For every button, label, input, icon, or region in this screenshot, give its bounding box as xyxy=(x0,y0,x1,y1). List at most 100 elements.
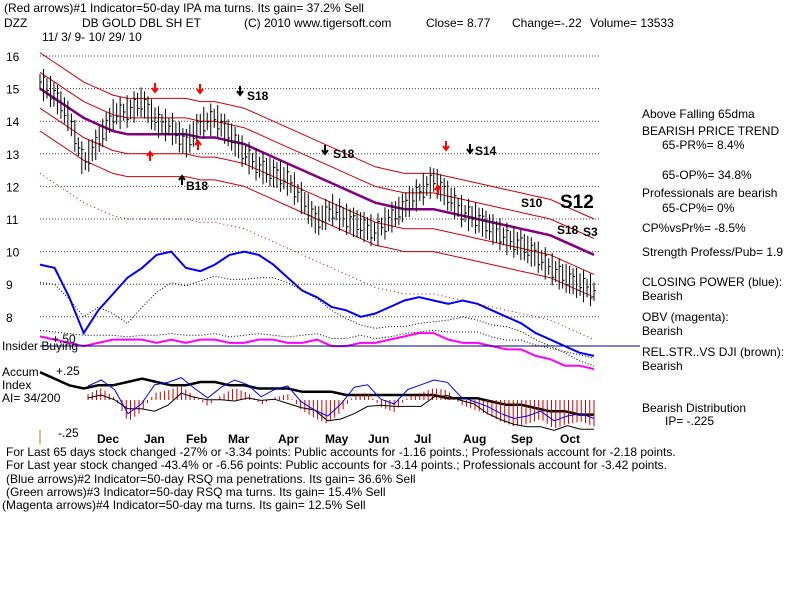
accum-line-blue xyxy=(87,377,595,422)
black-down-arrow-shape xyxy=(466,144,474,155)
ticker: DZZ xyxy=(4,16,28,30)
obv-ma xyxy=(39,329,595,359)
insider-buying-label: Insider Buying xyxy=(2,339,79,353)
relstr-line xyxy=(39,371,594,416)
obv-legend: OBV (magenta): xyxy=(642,310,729,324)
red-up-arrow-shape xyxy=(194,139,202,150)
above-ma-text: Above Falling 65dma xyxy=(642,107,755,121)
upper-band-outer xyxy=(39,52,595,220)
security-name: DB GOLD DBL SH ET xyxy=(82,16,201,30)
lower-band-inner xyxy=(39,107,595,275)
ip-text: IP= -.225 xyxy=(665,414,715,428)
distribution-text: Bearish Distribution xyxy=(642,401,747,415)
cp-text: 65-CP%= 0% xyxy=(662,201,735,215)
signal-s14: S14 xyxy=(475,144,497,158)
accum-line xyxy=(87,392,594,431)
y-tick-10: 10 xyxy=(6,246,20,260)
red-down-arrow xyxy=(196,84,204,95)
red-down-arrow-shape xyxy=(151,83,159,94)
signal-s183: S18 xyxy=(333,147,355,161)
x-tick-oct: Oct xyxy=(560,432,580,446)
relstr-legend: REL.STR..VS DJI (brown): xyxy=(642,345,785,359)
closing-power-ma xyxy=(39,275,595,367)
footer-line-1: For Last 65 days stock changed -27% or -… xyxy=(6,445,676,459)
black-down-arrow-shape xyxy=(321,145,329,156)
y-tick-13: 13 xyxy=(6,148,20,162)
footer-line-5: (Magenta arrows)#4 Indicator=50-day ma t… xyxy=(2,498,366,512)
footer-line-3: (Blue arrows)#2 Indicator=50-day RSQ ma … xyxy=(6,472,416,486)
y-tick-14: 14 xyxy=(6,115,20,129)
black-down-arrow xyxy=(321,145,329,156)
y-tick-12: 12 xyxy=(6,180,20,194)
black-up-arrow xyxy=(178,174,186,185)
closing-power-legend: CLOSING POWER (blue): xyxy=(642,275,783,289)
x-tick-feb: Feb xyxy=(186,432,207,446)
relstr-value: Bearish xyxy=(642,359,683,373)
black-down-arrow xyxy=(236,86,244,97)
obv-value: Bearish xyxy=(642,324,683,338)
accum-tick-minus-25: -.25 xyxy=(58,426,79,440)
accum-tick-50: +.50 xyxy=(52,332,76,346)
price-bands xyxy=(39,52,595,298)
signal-s12: S12 xyxy=(560,192,594,213)
copyright: (C) 2010 www.tigersoft.com xyxy=(244,16,392,30)
strength-text: Strength Profess/Pub= 1.9 xyxy=(642,245,784,259)
obv-line xyxy=(39,332,595,370)
professionals-text: Professionals are bearish xyxy=(642,186,778,200)
closing-power-value: Bearish xyxy=(642,289,683,303)
signal-s3: S3 xyxy=(583,225,598,239)
y-tick-11: 11 xyxy=(6,213,19,227)
x-tick-jul: Jul xyxy=(414,432,431,446)
x-tick-dec: Dec xyxy=(97,432,119,446)
signal-s10: S10 xyxy=(521,196,543,210)
indicator-1-title: (Red arrows)#1 Indicator=50-day IPA ma t… xyxy=(4,1,364,15)
y-tick-16: 16 xyxy=(6,50,20,64)
trend-text: BEARISH PRICE TREND xyxy=(642,124,780,138)
red-up-arrow-shape xyxy=(434,184,442,195)
x-tick-labels: Dec Jan Feb Mar Apr May Jun Jul Aug Sep Oct xyxy=(97,432,580,446)
pr-text: 65-PR%= 8.4% xyxy=(662,138,745,152)
ma65-line xyxy=(39,87,595,257)
lower-band-outer xyxy=(39,130,595,298)
signal-b18: B18 xyxy=(186,179,208,193)
x-tick-may: May xyxy=(325,432,349,446)
signal-s18-b: S18 xyxy=(557,223,579,237)
red-down-arrow-shape xyxy=(196,84,204,95)
accum-tick-25: +.25 xyxy=(56,364,80,378)
x-tick-apr: Apr xyxy=(278,432,299,446)
change-value: Change=-.22 xyxy=(512,16,582,30)
red-up-arrow xyxy=(194,139,202,150)
x-tick-jan: Jan xyxy=(144,432,165,446)
index-label: Index xyxy=(2,378,32,392)
red-down-arrow-shape xyxy=(442,141,450,152)
upper-band-inner xyxy=(39,71,595,240)
x-tick-jun: Jun xyxy=(368,432,389,446)
red-down-arrow xyxy=(151,83,159,94)
x-tick-sep: Sep xyxy=(511,432,533,446)
x-tick-aug: Aug xyxy=(463,432,486,446)
black-down-arrow xyxy=(466,144,474,155)
y-tick-labels: 16 15 14 13 12 11 10 9 8 xyxy=(6,50,20,325)
black-up-arrow-shape xyxy=(178,174,186,185)
red-up-arrow xyxy=(434,184,442,195)
footer-line-4: (Green arrows)#3 Indicator=50-day RSQ ma… xyxy=(6,485,386,499)
closing-power-line xyxy=(39,250,595,357)
ai-label: AI= 34/200 xyxy=(2,391,61,405)
footer-line-2: For Last year stock changed -43.4% or -6… xyxy=(6,458,668,472)
dotted-ma-line xyxy=(39,172,595,341)
price-bars xyxy=(39,68,596,307)
y-tick-9: 9 xyxy=(6,278,13,292)
y-tick-15: 15 xyxy=(6,83,20,97)
x-tick-mar: Mar xyxy=(228,432,250,446)
black-down-arrow-shape xyxy=(236,86,244,97)
signal-s18-a: S18 xyxy=(247,89,269,103)
date-range: 11/ 3/ 9- 10/ 29/ 10 xyxy=(42,30,142,44)
op-text: 65-OP%= 34.8% xyxy=(662,168,752,182)
signal-arrows xyxy=(146,83,474,195)
price-gridlines xyxy=(40,55,600,318)
red-up-arrow xyxy=(146,150,154,161)
red-down-arrow xyxy=(442,141,450,152)
y-tick-8: 8 xyxy=(6,311,13,325)
volume-value: Volume= 13533 xyxy=(590,16,674,30)
